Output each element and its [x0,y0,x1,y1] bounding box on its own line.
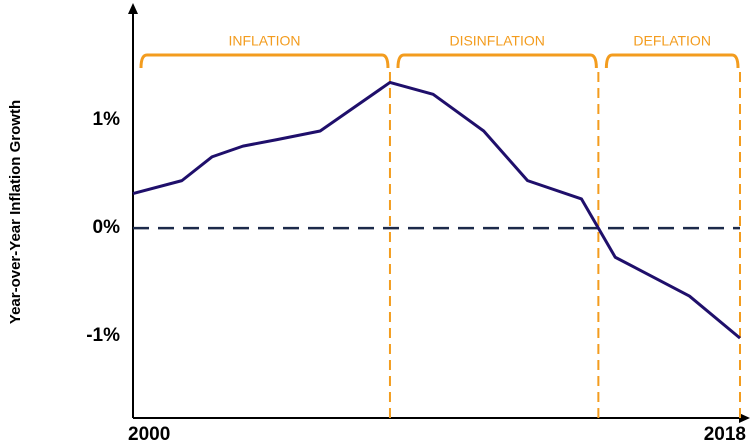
y-tick-label: 1% [93,109,121,130]
phase-label: INFLATION [228,33,300,49]
phase-bracket [139,53,390,69]
phase-label: DISINFLATION [449,33,544,49]
y-tick-label: -1% [86,325,120,346]
x-axis-arrow [739,413,750,423]
y-axis-arrow [128,3,138,14]
x-tick-label: 2018 [704,424,746,445]
data-line [132,80,741,340]
x-tick-label: 2000 [128,424,170,445]
phase-label: DEFLATION [633,33,711,49]
y-tick-label: 0% [93,217,121,238]
phase-bracket [604,53,740,69]
y-axis-label: Year-over-Year Inflation Growth [7,100,24,324]
phase-bracket [396,53,598,69]
